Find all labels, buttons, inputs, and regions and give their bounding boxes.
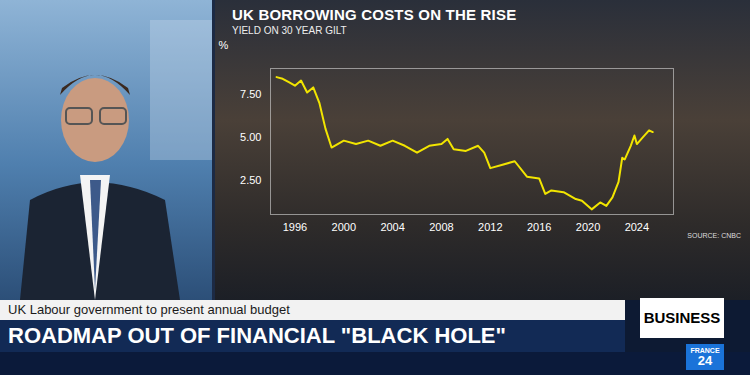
svg-text:2020: 2020 (576, 221, 600, 233)
html-text:SOURCE: CNBC: SOURCE: CNBC (687, 232, 741, 239)
html-text:YIELD ON 30 YEAR GILT: YIELD ON 30 YEAR GILT (232, 25, 347, 36)
html-text:UK BORROWING COSTS ON THE RISE: UK BORROWING COSTS ON THE RISE (232, 6, 517, 23)
html-text:ROADMAP OUT OF FINANCIAL "BLAC: ROADMAP OUT OF FINANCIAL "BLACK HOLE" (8, 323, 506, 348)
svg-text:5.00: 5.00 (240, 131, 261, 143)
svg-text:2016: 2016 (527, 221, 551, 233)
svg-text:2.50: 2.50 (240, 174, 261, 186)
svg-text:1996: 1996 (283, 221, 307, 233)
html-text:FRANCE: FRANCE (690, 347, 720, 354)
html-text:BUSINESS: BUSINESS (643, 309, 721, 326)
svg-text:2004: 2004 (380, 221, 404, 233)
html-text:24: 24 (697, 353, 713, 368)
svg-text:7.50: 7.50 (240, 88, 261, 100)
svg-text:2008: 2008 (429, 221, 453, 233)
svg-text:2000: 2000 (332, 221, 356, 233)
svg-text:%: % (219, 39, 229, 51)
html-text:UK Labour government to presen: UK Labour government to present annual b… (8, 302, 290, 317)
svg-text:2024: 2024 (625, 221, 649, 233)
svg-text:2012: 2012 (478, 221, 502, 233)
